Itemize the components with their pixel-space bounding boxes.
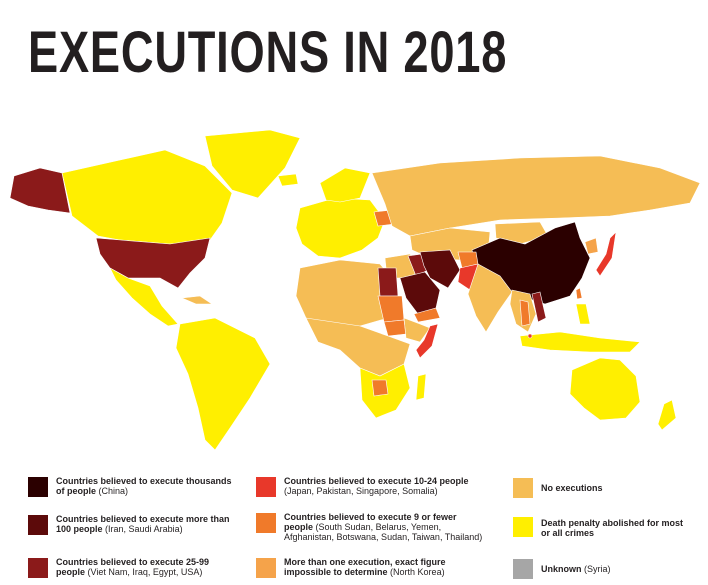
legend-examples: (Iran, Saudi Arabia) <box>105 524 183 534</box>
india <box>467 263 513 333</box>
legend-examples: (South Sudan, Belarus, Yemen, Afghanista… <box>284 522 483 542</box>
legend-examples: (Japan, Pakistan, Singapore, Somalia) <box>284 486 438 496</box>
new-zealand <box>657 399 677 431</box>
legend-item-uncertain: More than one execution, exact figure im… <box>256 557 486 578</box>
russia <box>371 155 701 237</box>
legend-examples: (North Korea) <box>390 567 445 577</box>
legend-label: Countries believed to execute 10-24 peop… <box>284 476 469 486</box>
botswana <box>371 379 389 397</box>
legend-swatch <box>28 515 48 535</box>
legend: Countries believed to execute thousands … <box>0 468 708 585</box>
north-korea <box>584 237 599 255</box>
legend-item-abolished: Death penalty abolished for most or all … <box>513 516 693 538</box>
thailand <box>519 299 531 327</box>
legend-swatch <box>28 558 48 578</box>
legend-item-unknown: Unknown (Syria) <box>513 558 693 579</box>
europe <box>295 197 386 259</box>
madagascar <box>415 373 427 401</box>
singapore <box>527 333 533 339</box>
legend-label: Countries believed to execute more than … <box>56 514 230 534</box>
legend-swatch <box>513 517 533 537</box>
south-sudan <box>383 319 407 337</box>
somalia <box>415 323 439 359</box>
legend-label: Countries believed to execute 9 or fewer… <box>284 512 457 532</box>
legend-item-over100: Countries believed to execute more than … <box>28 514 238 535</box>
legend-swatch <box>28 477 48 497</box>
taiwan <box>575 287 583 300</box>
iceland <box>277 173 299 187</box>
legend-item-c9-fewer: Countries believed to execute 9 or fewer… <box>256 512 486 542</box>
caribbean <box>180 295 213 305</box>
yemen <box>413 307 441 323</box>
australia <box>569 357 641 421</box>
canada <box>61 149 233 245</box>
legend-item-no-executions: No executions <box>513 477 693 498</box>
legend-item-c25-99: Countries believed to execute 25-99 peop… <box>28 557 238 578</box>
philippines <box>575 303 591 325</box>
legend-label: Countries believed to execute thousands … <box>56 476 232 496</box>
page-title: EXECUTIONS IN 2018 <box>28 20 508 85</box>
legend-label: Countries believed to execute 25-99 peop… <box>56 557 210 577</box>
indonesia <box>519 331 641 353</box>
viet-nam <box>531 291 547 323</box>
south-america <box>175 317 271 451</box>
legend-swatch <box>256 513 276 533</box>
legend-examples: (Viet Nam, Iraq, Egypt, USA) <box>87 567 203 577</box>
egypt <box>377 267 399 297</box>
legend-item-thousands: Countries believed to execute thousands … <box>28 476 238 497</box>
legend-label: Death penalty abolished for most or all … <box>541 518 684 538</box>
north-africa <box>295 259 393 329</box>
mexico <box>109 267 179 327</box>
legend-label: More than one execution, exact figure im… <box>284 557 446 577</box>
japan <box>595 231 617 277</box>
usa <box>95 237 211 289</box>
legend-examples: (China) <box>98 486 129 496</box>
legend-label: No executions <box>541 483 603 493</box>
legend-examples: (Syria) <box>584 564 611 574</box>
legend-swatch <box>513 478 533 498</box>
horn-of-africa <box>403 317 431 343</box>
scandinavia <box>319 167 371 203</box>
legend-swatch <box>256 558 276 578</box>
greenland <box>204 129 301 199</box>
legend-item-c10-24: Countries believed to execute 10-24 peop… <box>256 476 486 497</box>
legend-label: Unknown <box>541 564 582 574</box>
legend-swatch <box>256 477 276 497</box>
alaska <box>9 167 71 214</box>
world-map <box>9 129 701 451</box>
iran <box>419 249 461 289</box>
legend-swatch <box>513 559 533 579</box>
